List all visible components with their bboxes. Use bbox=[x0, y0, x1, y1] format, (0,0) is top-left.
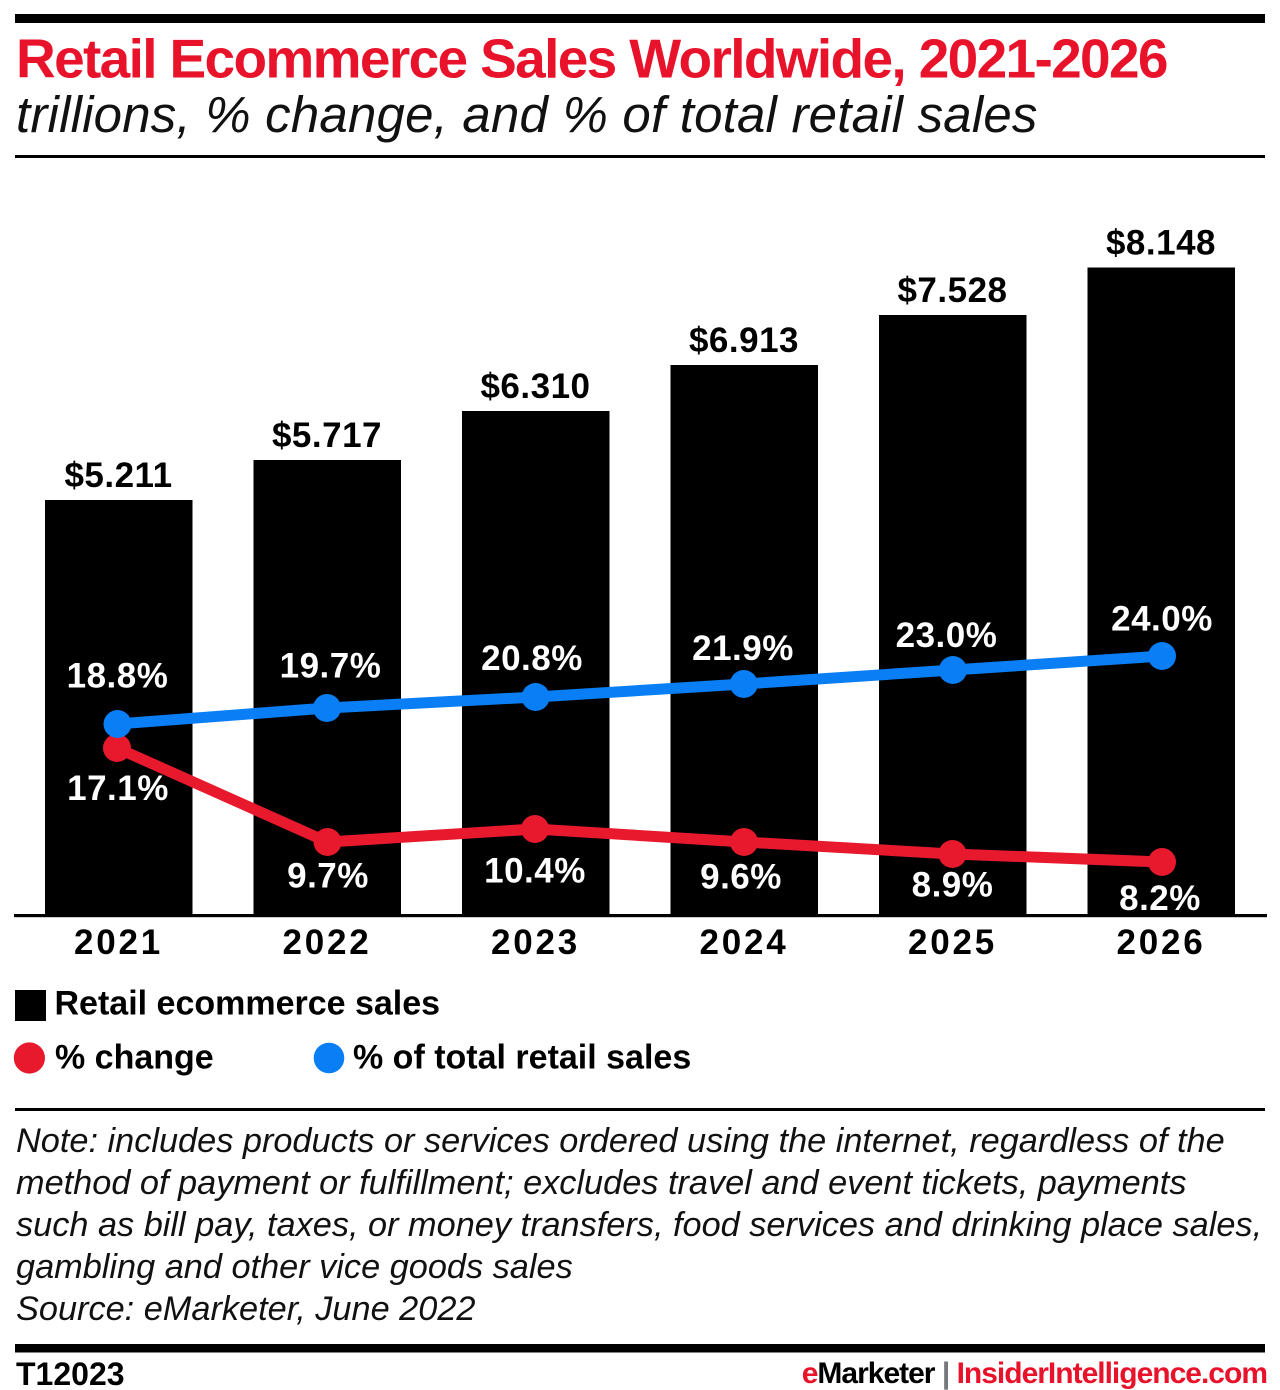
svg-text:24.0%: 24.0% bbox=[1111, 600, 1213, 639]
svg-text:2024: 2024 bbox=[699, 923, 788, 962]
svg-text:10.4%: 10.4% bbox=[484, 852, 586, 891]
svg-text:T12023: T12023 bbox=[16, 1356, 125, 1390]
svg-text:Retail ecommerce sales: Retail ecommerce sales bbox=[55, 985, 441, 1023]
svg-text:such as bill pay, taxes, or mo: such as bill pay, taxes, or money transf… bbox=[16, 1206, 1262, 1244]
svg-text:Source: eMarketer, June 2022: Source: eMarketer, June 2022 bbox=[16, 1290, 475, 1328]
svg-text:19.7%: 19.7% bbox=[280, 647, 382, 686]
svg-text:18.8%: 18.8% bbox=[67, 657, 169, 696]
svg-text:trillions, % change, and % of: trillions, % change, and % of total reta… bbox=[16, 86, 1038, 143]
svg-text:2025: 2025 bbox=[908, 923, 997, 962]
svg-text:eMarketer | InsiderIntelligenc: eMarketer | InsiderIntelligence.com bbox=[802, 1357, 1267, 1390]
svg-text:$5.211: $5.211 bbox=[64, 456, 172, 495]
svg-text:$5.717: $5.717 bbox=[272, 416, 382, 455]
svg-text:method of payment or fulfillme: method of payment or fulfillment; exclud… bbox=[16, 1164, 1186, 1202]
svg-text:23.0%: 23.0% bbox=[896, 616, 998, 655]
svg-text:20.8%: 20.8% bbox=[481, 639, 583, 678]
svg-text:$8.148: $8.148 bbox=[1106, 224, 1216, 263]
svg-text:9.7%: 9.7% bbox=[287, 857, 369, 896]
svg-text:2021: 2021 bbox=[74, 923, 163, 962]
svg-text:% change: % change bbox=[55, 1039, 214, 1077]
svg-text:$6.913: $6.913 bbox=[689, 321, 799, 360]
svg-text:8.9%: 8.9% bbox=[912, 866, 994, 905]
svg-text:gambling and other vice goods: gambling and other vice goods sales bbox=[16, 1248, 573, 1286]
svg-text:$7.528: $7.528 bbox=[897, 271, 1007, 310]
svg-text:% of total retail sales: % of total retail sales bbox=[353, 1039, 691, 1077]
svg-text:9.6%: 9.6% bbox=[700, 858, 782, 897]
svg-text:$6.310: $6.310 bbox=[480, 367, 590, 406]
svg-text:Note: includes products or ser: Note: includes products or services orde… bbox=[16, 1122, 1225, 1160]
svg-text:2026: 2026 bbox=[1116, 923, 1205, 962]
svg-text:Retail Ecommerce Sales Worldwi: Retail Ecommerce Sales Worldwide, 2021-2… bbox=[16, 28, 1167, 90]
svg-text:8.2%: 8.2% bbox=[1119, 879, 1201, 918]
svg-text:2023: 2023 bbox=[491, 923, 580, 962]
svg-text:2022: 2022 bbox=[282, 923, 371, 962]
svg-text:17.1%: 17.1% bbox=[67, 769, 169, 808]
svg-text:21.9%: 21.9% bbox=[692, 629, 794, 668]
